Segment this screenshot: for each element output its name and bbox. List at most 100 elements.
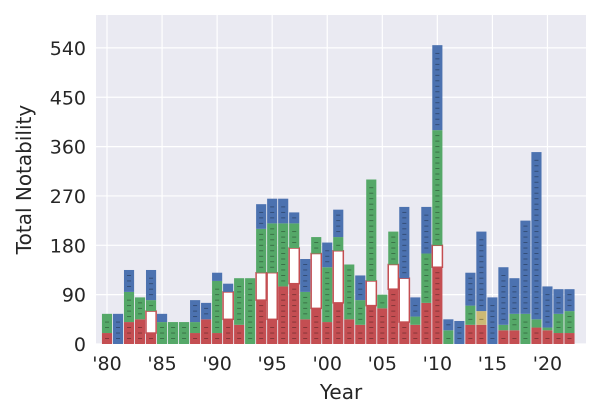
- bar-segment-green-1985: [157, 322, 168, 344]
- bar-segment-blue-2017: [509, 278, 520, 314]
- bar-segment-green-1995: [267, 223, 278, 273]
- bar-segment-green-2017: [509, 313, 520, 331]
- x-tick-label: '00: [313, 353, 342, 375]
- bar-segment-red-1996: [278, 286, 289, 344]
- bar-segment-red-2008: [410, 324, 421, 344]
- bar-segment-white-1997: [288, 247, 301, 285]
- bar-segment-blue-2008: [410, 297, 421, 317]
- bar-segment-red-1980: [101, 333, 113, 344]
- bar-segment-red-2007: [399, 322, 410, 344]
- bar-segment-green-1990: [212, 280, 223, 334]
- bar-segment-white-1991: [222, 291, 234, 321]
- bar-segment-green-2010: [432, 130, 443, 246]
- bar-segment-green-2006: [388, 231, 399, 265]
- bar-segment-green-1992: [234, 278, 245, 325]
- bar-segment-white-2004: [365, 280, 378, 307]
- bar-segment-red-2019: [531, 327, 542, 344]
- bar-segment-blue-1998: [300, 259, 311, 292]
- bar-segment-blue-2003: [355, 275, 366, 301]
- bar-segment-green-2020: [542, 327, 553, 331]
- bar-segment-white-2001: [332, 250, 345, 304]
- bar-segment-red-2009: [421, 302, 432, 344]
- bar-segment-white-1984: [145, 310, 157, 334]
- bar-segment-blue-1995: [267, 198, 278, 224]
- bar-segment-green-2000: [322, 267, 333, 323]
- x-axis-ticks: '80 '85 '90 '95 '00 '05 '10 '15 '20: [92, 353, 562, 375]
- bar-segment-blue-2012: [454, 320, 465, 344]
- bar-segment-green-1998: [300, 291, 311, 320]
- bar-segment-green-2022: [564, 311, 575, 334]
- y-axis-label: Total Notability: [12, 105, 36, 256]
- bar-segment-red-2013: [465, 324, 476, 344]
- bar-segment-green-1996: [278, 223, 289, 287]
- bar-segment-green-2001: [333, 237, 344, 251]
- bar-segment-green-2011: [443, 330, 454, 344]
- bar-segment-green-1988: [190, 322, 201, 334]
- bar-segment-green-2009: [421, 253, 432, 303]
- y-tick-label: 270: [50, 186, 86, 208]
- bar-segment-white-1994: [255, 271, 267, 301]
- x-tick-label: '20: [533, 353, 562, 375]
- bar-segment-green-1984: [145, 300, 157, 312]
- bar-segment-green-1982: [123, 291, 135, 323]
- bar-segment-blue-1982: [123, 269, 135, 292]
- bar-segment-white-2006: [387, 263, 400, 290]
- bar-segment-green-2005: [377, 294, 388, 309]
- bar-segment-red-1997: [289, 283, 300, 344]
- bar-segment-blue-1981: [112, 313, 124, 344]
- bar-segment-blue-2011: [443, 319, 454, 331]
- bar-segment-green-1993: [245, 278, 256, 344]
- bar-segment-blue-2000: [322, 242, 333, 268]
- y-tick-label: 90: [62, 285, 86, 307]
- bar-segment-red-1992: [234, 324, 245, 344]
- bar-segment-white-2010: [431, 244, 444, 268]
- bar-segment-red-1989: [201, 319, 212, 344]
- y-tick-label: 180: [50, 235, 86, 257]
- bar-segment-white-2007: [398, 277, 411, 323]
- bar-segment-blue-2014: [476, 231, 487, 312]
- bar-segment-red-2005: [377, 308, 388, 344]
- bar-segment-red-2022: [564, 333, 575, 344]
- y-tick-label: 540: [50, 38, 86, 60]
- bar-segment-blue-1989: [201, 302, 212, 320]
- bar-segment-red-1994: [256, 300, 267, 344]
- bar-segment-blue-2001: [333, 209, 344, 238]
- bar-segment-red-1983: [134, 319, 146, 344]
- x-tick-label: '80: [92, 353, 121, 375]
- bar-segment-tan-2014: [476, 311, 487, 325]
- bar-segment-blue-1996: [278, 198, 289, 224]
- bar-segment-white-1999: [310, 252, 323, 310]
- bar-segment-red-2020: [542, 330, 553, 344]
- x-axis-label: Year: [319, 380, 363, 404]
- bar-segment-red-2003: [355, 324, 366, 344]
- bar-segment-blue-2018: [520, 220, 531, 314]
- bar-segment-green-1999: [311, 237, 322, 254]
- bar-segment-green-2019: [531, 319, 542, 328]
- bar-segment-red-2010: [432, 267, 443, 344]
- x-tick-label: '05: [368, 353, 397, 375]
- bar-segment-blue-2015: [487, 297, 498, 344]
- bar-segment-blue-2021: [553, 289, 564, 314]
- bar-segment-blue-1997: [289, 212, 300, 224]
- x-tick-label: '85: [147, 353, 176, 375]
- bar-segment-blue-2016: [498, 267, 509, 325]
- bar-segment-green-1994: [256, 228, 267, 273]
- bar-segment-green-2013: [465, 305, 476, 325]
- bar-segment-green-2021: [553, 313, 564, 334]
- bar-segment-red-1991: [223, 319, 234, 344]
- y-tick-label: 360: [50, 137, 86, 159]
- bar-segment-red-1984: [145, 333, 157, 344]
- y-tick-label: 450: [50, 87, 86, 109]
- x-tick-label: '10: [423, 353, 452, 375]
- bar-segment-green-2002: [344, 264, 355, 320]
- bar-segment-green-1986: [168, 322, 179, 344]
- bar-segment-red-1988: [190, 333, 201, 344]
- y-tick-label: 0: [74, 334, 86, 356]
- bar-segment-blue-1994: [256, 204, 267, 229]
- bar-segment-blue-2022: [564, 289, 575, 312]
- bar-segment-red-2017: [509, 330, 520, 344]
- bar-segment-red-1995: [267, 319, 278, 344]
- bar-segment-red-2006: [388, 289, 399, 344]
- bar-segment-blue-1984: [145, 269, 157, 301]
